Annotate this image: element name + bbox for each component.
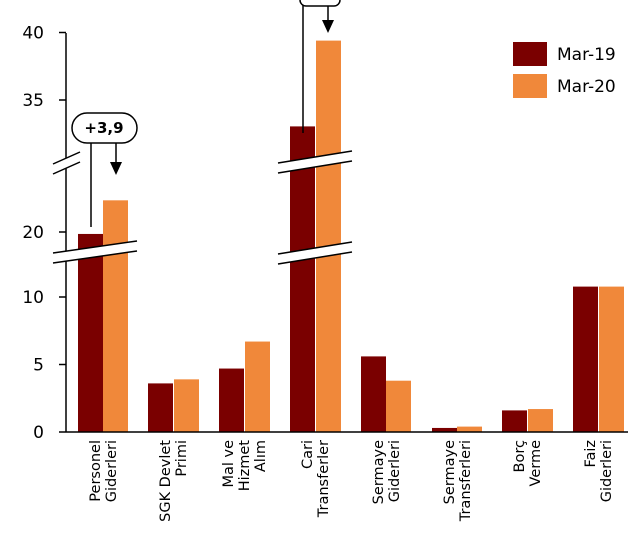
bar-mar-19-3: [290, 126, 315, 433]
bar-mar-19-6: [502, 410, 527, 432]
bar-mar-20-5: [457, 426, 482, 432]
y-ticks: 0 5 10 20 35 40: [22, 24, 66, 443]
category-label-1: SGK DevletPrimi: [158, 440, 190, 522]
category-label-4: SermayeGiderleri: [371, 440, 403, 504]
axis-break-marker: [277, 150, 353, 174]
bar-mar-20-6: [528, 409, 553, 432]
category-label-3: CariTransferler: [300, 440, 332, 518]
bar-mar-19-1: [148, 383, 173, 432]
axis-break-marker: [50, 151, 83, 175]
annotations: +3,9: [71, 0, 341, 227]
axis-breaks: [50, 150, 353, 265]
bar-mar-20-0: [103, 200, 128, 432]
y-tick-label: 5: [33, 356, 44, 376]
annotation-cari: [299, 0, 341, 133]
y-tick-label: 35: [22, 91, 44, 111]
axis-break-marker: [277, 241, 353, 265]
bar-mar-19-2: [219, 368, 244, 432]
category-label-0: PersonelGiderleri: [88, 440, 120, 502]
bar-mar-20-3: [316, 40, 341, 432]
bar-mar-20-4: [386, 380, 411, 432]
legend-swatch-mar-20: [513, 74, 547, 98]
bar-mar-19-7: [573, 286, 598, 432]
annotation-bubble: [71, 112, 138, 144]
legend: Mar-19 Mar-20: [513, 42, 616, 98]
y-tick-label: 20: [22, 223, 44, 243]
category-label-6: BorçVerme: [512, 440, 544, 487]
y-tick-label: 0: [33, 423, 44, 443]
bar-mar-19-4: [361, 356, 386, 432]
legend-swatch-mar-19: [513, 42, 547, 66]
bar-mar-19-0: [78, 233, 103, 432]
category-label-7: FaizGiderleri: [583, 440, 615, 502]
annotation-personel: +3,9: [71, 112, 138, 227]
bar-mar-20-1: [174, 379, 199, 432]
category-label-5: SermayeTransferleri: [442, 440, 474, 522]
annotation-bubble: [299, 0, 341, 7]
bars-layer: [78, 40, 624, 433]
annotation-text: +3,9: [84, 119, 123, 137]
legend-label-mar-20: Mar-20: [557, 77, 616, 97]
y-tick-label: 40: [22, 24, 44, 44]
y-tick-label: 10: [22, 288, 44, 308]
bar-mar-19-5: [432, 427, 457, 432]
category-label-2: Mal veHizmetAlım: [221, 440, 269, 492]
category-labels: PersonelGiderleri SGK DevletPrimi Mal veHi…: [88, 440, 615, 523]
bar-mar-20-7: [599, 286, 624, 432]
legend-label-mar-19: Mar-19: [557, 45, 616, 65]
axis-break-marker: [52, 240, 138, 264]
bar-mar-20-2: [245, 341, 270, 432]
